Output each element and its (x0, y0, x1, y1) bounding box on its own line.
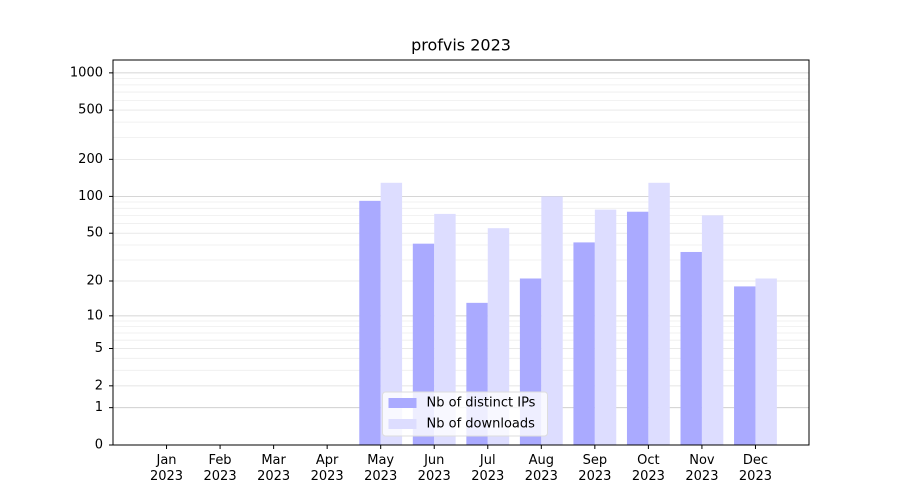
x-tick-label: Nov 2023 (685, 453, 719, 484)
y-tick-label: 1000 (70, 65, 103, 80)
y-tick-label: 100 (78, 189, 103, 204)
bar (573, 242, 595, 445)
legend-label: Nb of downloads (427, 417, 536, 432)
bar (626, 211, 649, 445)
x-tick-label: Aug 2023 (524, 453, 558, 484)
legend-swatch (388, 398, 417, 408)
bar (680, 251, 702, 445)
bar (734, 286, 756, 445)
y-tick-label: 0 (95, 438, 103, 453)
bar (648, 182, 670, 445)
x-tick-label: Jan 2023 (149, 453, 184, 484)
x-tick-label: Sep 2023 (578, 453, 612, 484)
plot-frame (112, 59, 810, 446)
y-tick-label: 1 (95, 400, 103, 415)
x-tick-label: Dec 2023 (738, 453, 772, 484)
bar (487, 228, 510, 445)
y-tick-label: 5 (95, 341, 103, 356)
y-tick-label: 2 (95, 378, 103, 393)
y-tick-label: 500 (78, 103, 103, 118)
x-tick-label: Jun 2023 (417, 453, 451, 484)
bar (755, 278, 777, 445)
bar (434, 213, 456, 445)
bar (701, 215, 724, 445)
bar (359, 200, 381, 445)
y-tick-label: 20 (86, 274, 103, 289)
legend-label: Nb of distinct IPs (427, 396, 536, 411)
bar (541, 196, 563, 445)
legend-box (382, 391, 548, 437)
x-tick-label: Jul 2023 (471, 453, 505, 484)
bar (380, 182, 403, 445)
legend: Nb of distinct IPs Nb of downloads (382, 391, 548, 437)
x-tick-label: Oct 2023 (631, 453, 665, 484)
x-tick-label: Apr 2023 (310, 453, 344, 484)
chart-title: profvis 2023 (411, 36, 511, 55)
y-tick-label: 200 (78, 152, 103, 167)
bar (594, 209, 617, 445)
y-tick-label: 50 (86, 226, 103, 241)
legend-swatch (388, 419, 417, 429)
x-tick-label: Feb 2023 (203, 453, 237, 484)
y-tick-label: 10 (86, 308, 103, 323)
x-tick-label: May 2023 (364, 453, 398, 484)
x-tick-label: Mar 2023 (257, 453, 291, 484)
